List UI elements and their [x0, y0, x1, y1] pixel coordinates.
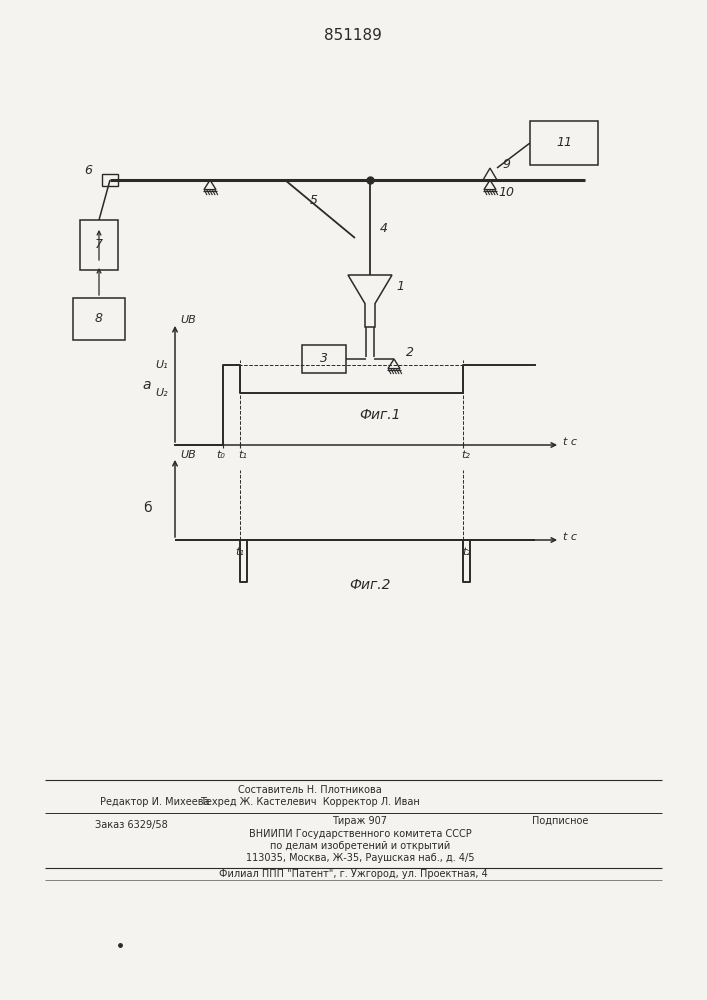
Text: 10: 10 — [498, 186, 514, 198]
Text: a: a — [143, 378, 151, 392]
Text: 4: 4 — [380, 222, 388, 234]
Text: 11: 11 — [556, 136, 572, 149]
Text: Техред Ж. Кастелевич  Корректор Л. Иван: Техред Ж. Кастелевич Корректор Л. Иван — [200, 797, 420, 807]
Text: Фиг.2: Фиг.2 — [349, 578, 391, 592]
Text: t₁: t₁ — [235, 547, 245, 557]
Text: 851189: 851189 — [324, 27, 382, 42]
Bar — [302, 345, 346, 373]
Bar — [73, 298, 125, 340]
Bar — [530, 121, 598, 165]
Text: Филиал ППП "Патент", г. Ужгород, ул. Проектная, 4: Филиал ППП "Патент", г. Ужгород, ул. Про… — [218, 869, 487, 879]
Text: U₂: U₂ — [156, 388, 168, 398]
Text: Фиг.1: Фиг.1 — [359, 408, 401, 422]
Text: Составитель Н. Плотникова: Составитель Н. Плотникова — [238, 785, 382, 795]
Text: ВНИИПИ Государственного комитета СССР: ВНИИПИ Государственного комитета СССР — [249, 829, 472, 839]
Text: 113035, Москва, Ж-35, Раушская наб., д. 4/5: 113035, Москва, Ж-35, Раушская наб., д. … — [246, 853, 474, 863]
Text: 2: 2 — [406, 347, 414, 360]
Text: t c: t c — [563, 532, 577, 542]
Text: 7: 7 — [95, 238, 103, 251]
Text: Заказ 6329/58: Заказ 6329/58 — [95, 820, 168, 830]
Text: 8: 8 — [95, 312, 103, 326]
Text: UB: UB — [180, 450, 196, 460]
Text: t c: t c — [563, 437, 577, 447]
Text: Подписное: Подписное — [532, 816, 588, 826]
Text: t₂: t₂ — [462, 547, 472, 557]
Bar — [102, 174, 118, 186]
Text: 1: 1 — [396, 280, 404, 294]
Text: по делам изобретений и открытий: по делам изобретений и открытий — [270, 841, 450, 851]
Text: 5: 5 — [310, 194, 318, 207]
Bar — [80, 220, 118, 270]
Text: U₁: U₁ — [156, 360, 168, 370]
Text: t₁: t₁ — [238, 450, 247, 460]
Text: t₂: t₂ — [462, 450, 470, 460]
Text: 9: 9 — [502, 157, 510, 170]
Text: 6: 6 — [84, 163, 92, 176]
Text: t₀: t₀ — [216, 450, 226, 460]
Text: Тираж 907: Тираж 907 — [332, 816, 387, 826]
Text: Редактор И. Михеева: Редактор И. Михеева — [100, 797, 209, 807]
Text: б: б — [143, 500, 151, 514]
Text: UB: UB — [180, 315, 196, 325]
Text: 3: 3 — [320, 353, 328, 365]
